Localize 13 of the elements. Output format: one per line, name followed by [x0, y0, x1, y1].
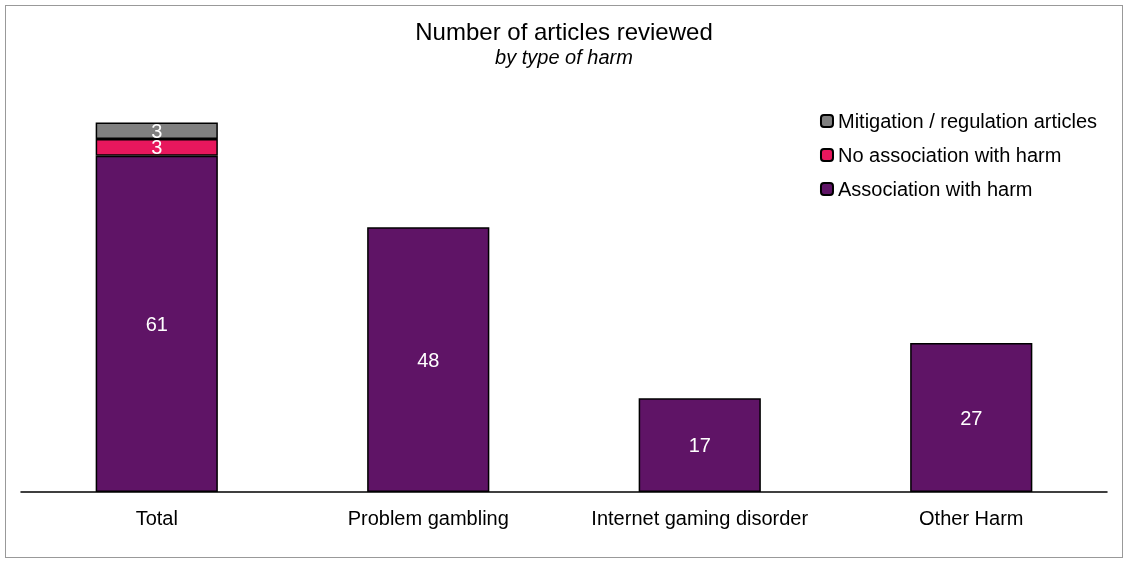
chart-subtitle: by type of harm: [495, 46, 633, 68]
legend-label: Association with harm: [837, 178, 1033, 200]
legend-label: Mitigation / regulation articles: [837, 110, 1097, 132]
data-label: 61: [145, 312, 168, 335]
data-label: 48: [417, 348, 440, 371]
x-tick-label: Internet gaming disorder: [591, 507, 809, 529]
x-tick-label: Problem gambling: [347, 507, 509, 529]
legend-label: No association with harm: [837, 144, 1062, 166]
x-tick-label: Total: [135, 507, 178, 529]
data-label: 17: [688, 434, 711, 457]
chart-title: Number of articles reviewed: [415, 17, 713, 45]
data-label: 27: [960, 406, 983, 429]
x-tick-label: Other Harm: [919, 507, 1024, 529]
